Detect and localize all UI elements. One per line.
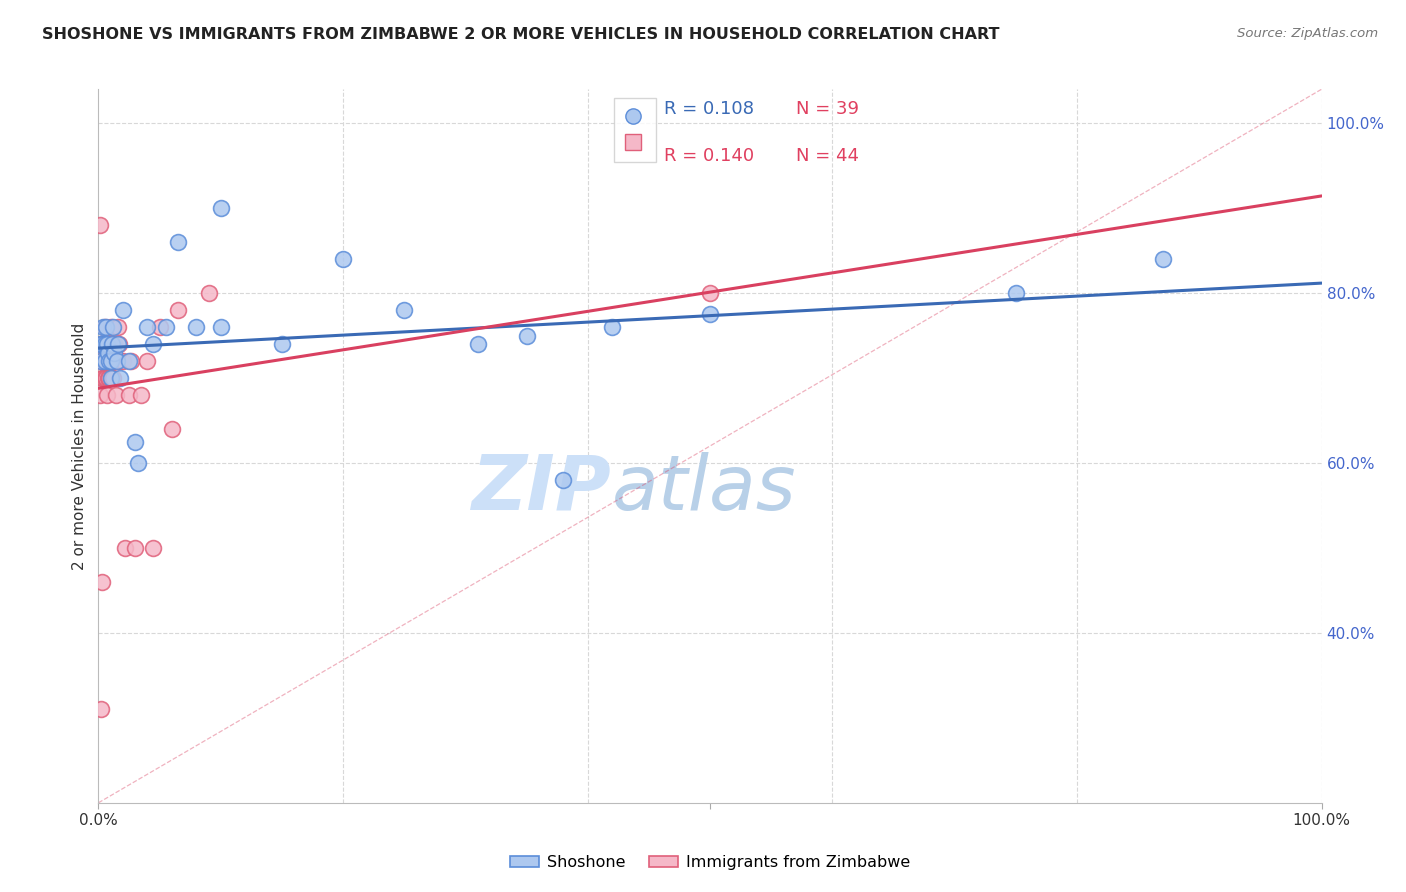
Point xyxy=(127,456,149,470)
Point xyxy=(136,354,159,368)
Point xyxy=(98,337,121,351)
Point xyxy=(101,354,124,368)
Point xyxy=(155,320,177,334)
Text: R = 0.140: R = 0.140 xyxy=(664,146,754,164)
Point xyxy=(97,345,120,359)
Point xyxy=(129,388,152,402)
Point xyxy=(108,337,131,351)
Point xyxy=(93,320,115,334)
Point xyxy=(89,388,111,402)
Point xyxy=(110,354,132,368)
Point xyxy=(100,371,122,385)
Point xyxy=(124,434,146,449)
Point xyxy=(332,252,354,266)
Point xyxy=(124,541,146,555)
Point xyxy=(107,320,129,334)
Point xyxy=(136,320,159,334)
Point xyxy=(96,354,118,368)
Point xyxy=(91,337,114,351)
Point xyxy=(111,354,134,368)
Point xyxy=(91,371,114,385)
Point xyxy=(209,320,232,334)
Point xyxy=(93,337,115,351)
Point xyxy=(107,337,129,351)
Point xyxy=(91,371,114,385)
Point xyxy=(149,320,172,334)
Point xyxy=(91,320,114,334)
Point xyxy=(93,371,115,385)
Point xyxy=(89,337,111,351)
Text: R = 0.108: R = 0.108 xyxy=(664,100,754,118)
Point xyxy=(100,320,122,334)
Point xyxy=(600,320,623,334)
Point xyxy=(160,422,183,436)
Point xyxy=(197,286,219,301)
Point xyxy=(142,541,165,555)
Point xyxy=(98,371,121,385)
Point xyxy=(110,371,132,385)
Point xyxy=(467,337,489,351)
Point xyxy=(101,371,124,385)
Point xyxy=(90,702,112,716)
Point xyxy=(93,354,115,368)
Point xyxy=(1004,286,1026,301)
Point xyxy=(97,354,120,368)
Point xyxy=(90,354,112,368)
Point xyxy=(94,371,117,385)
Point xyxy=(515,328,537,343)
Text: N = 44: N = 44 xyxy=(796,146,859,164)
Point xyxy=(118,354,141,368)
Point xyxy=(553,473,575,487)
Point xyxy=(97,371,120,385)
Point xyxy=(98,354,121,368)
Text: Source: ZipAtlas.com: Source: ZipAtlas.com xyxy=(1237,27,1378,40)
Point xyxy=(114,541,136,555)
Text: ZIP: ZIP xyxy=(472,452,612,525)
Point xyxy=(91,337,114,351)
Point xyxy=(167,235,190,249)
Point xyxy=(103,337,125,351)
Point xyxy=(120,354,142,368)
Point xyxy=(100,354,122,368)
Point xyxy=(105,354,128,368)
Point xyxy=(105,354,128,368)
Point xyxy=(94,354,117,368)
Point xyxy=(101,337,124,351)
Point xyxy=(101,320,124,334)
Point xyxy=(699,307,721,321)
Point xyxy=(167,303,190,318)
Point xyxy=(209,201,232,215)
Point xyxy=(100,371,122,385)
Point xyxy=(392,303,416,318)
Point xyxy=(186,320,208,334)
Text: N = 39: N = 39 xyxy=(796,100,859,118)
Point xyxy=(270,337,294,351)
Text: atlas: atlas xyxy=(612,452,797,525)
Point xyxy=(142,337,165,351)
Legend: Shoshone, Immigrants from Zimbabwe: Shoshone, Immigrants from Zimbabwe xyxy=(503,849,917,877)
Point xyxy=(91,574,114,589)
Point xyxy=(699,286,721,301)
Point xyxy=(96,388,118,402)
Point xyxy=(1152,252,1174,266)
Point xyxy=(118,388,141,402)
Point xyxy=(90,354,112,368)
Point xyxy=(89,218,111,232)
Point xyxy=(91,354,114,368)
Point xyxy=(96,337,118,351)
Point xyxy=(103,345,125,359)
Text: SHOSHONE VS IMMIGRANTS FROM ZIMBABWE 2 OR MORE VEHICLES IN HOUSEHOLD CORRELATION: SHOSHONE VS IMMIGRANTS FROM ZIMBABWE 2 O… xyxy=(42,27,1000,42)
Y-axis label: 2 or more Vehicles in Household: 2 or more Vehicles in Household xyxy=(72,322,87,570)
Point xyxy=(94,320,117,334)
Point xyxy=(93,354,115,368)
Point xyxy=(90,337,112,351)
Point xyxy=(104,388,127,402)
Point xyxy=(111,303,134,318)
